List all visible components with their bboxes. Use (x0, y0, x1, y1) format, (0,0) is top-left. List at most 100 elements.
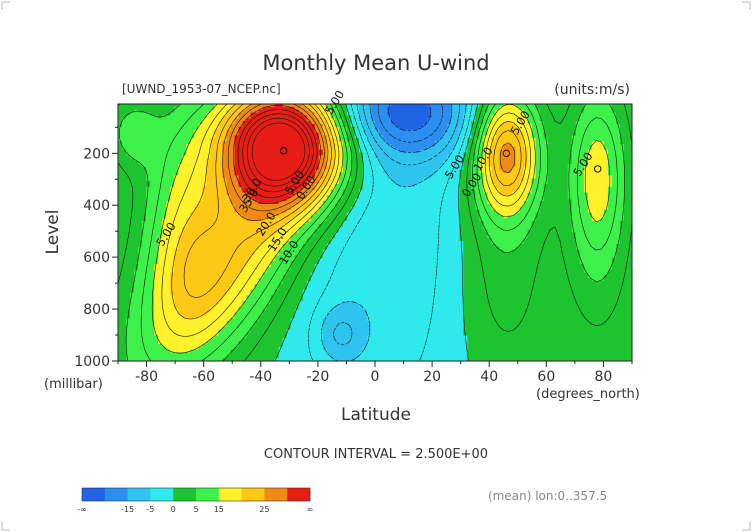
heatmap-cell (278, 163, 284, 168)
heatmap-cell (242, 201, 247, 205)
heatmap-cell (555, 126, 561, 131)
heatmap-cell (419, 183, 424, 188)
heatmap-cell (182, 141, 187, 145)
heatmap-cell (531, 129, 537, 133)
heatmap-cell (547, 149, 553, 153)
heatmap-cell (467, 192, 472, 196)
heatmap-cell (515, 152, 520, 156)
heatmap-cell (551, 112, 557, 116)
heatmap-cell (567, 195, 573, 199)
heatmap-cell (306, 183, 312, 188)
heatmap-cell (370, 201, 376, 205)
heatmap-cell (395, 169, 400, 173)
heatmap-cell (547, 201, 553, 205)
heatmap-cell (555, 192, 561, 196)
heatmap-cell (282, 169, 288, 173)
heatmap-cell (174, 158, 179, 162)
heatmap-cell (222, 172, 227, 176)
heatmap-cell (443, 143, 448, 148)
heatmap-cell (350, 195, 356, 199)
heatmap-cell (286, 209, 292, 213)
heatmap-cell (475, 192, 480, 196)
heatmap-cell (563, 109, 569, 113)
heatmap-cell (507, 175, 512, 179)
heatmap-cell (623, 175, 629, 179)
heatmap-cell (286, 201, 292, 205)
heatmap-cell (583, 161, 589, 165)
heatmap-cell (563, 118, 569, 122)
heatmap-cell (407, 169, 412, 173)
heatmap-cell (471, 203, 476, 208)
heatmap-cell (499, 149, 504, 153)
heatmap-cell (435, 169, 440, 173)
heatmap-cell (306, 104, 312, 108)
heatmap-cell (539, 209, 545, 213)
heatmap-cell (451, 129, 456, 133)
heatmap-cell (455, 149, 460, 153)
heatmap-cell (238, 104, 243, 108)
heatmap-cell (463, 166, 468, 171)
heatmap-cell (495, 121, 500, 125)
heatmap-cell (559, 212, 565, 216)
heatmap-cell (306, 181, 312, 185)
heatmap-cell (226, 206, 231, 211)
heatmap-cell (150, 175, 155, 179)
heatmap-cell (286, 186, 292, 191)
heatmap-cell (266, 172, 271, 176)
heatmap-cell (270, 178, 276, 182)
heatmap-cell (206, 163, 211, 168)
heatmap-cell (370, 166, 376, 171)
heatmap-cell (166, 212, 171, 216)
heatmap-cell (395, 155, 400, 159)
heatmap-cell (447, 189, 452, 193)
heatmap-cell (154, 118, 159, 122)
heatmap-cell (411, 212, 416, 216)
heatmap-cell (483, 106, 488, 111)
heatmap-cell (591, 155, 597, 159)
heatmap-cell (587, 201, 593, 205)
heatmap-cell (543, 201, 549, 205)
heatmap-cell (443, 106, 448, 111)
heatmap-cell (383, 172, 388, 176)
heatmap-cell (443, 181, 448, 185)
heatmap-cell (282, 129, 288, 133)
heatmap-cell (230, 203, 235, 208)
heatmap-cell (234, 109, 239, 113)
heatmap-cell (403, 129, 408, 133)
heatmap-cell (214, 141, 219, 145)
heatmap-cell (130, 178, 135, 182)
heatmap-cell (370, 109, 376, 113)
heatmap-cell (122, 106, 127, 111)
heatmap-cell (387, 186, 392, 191)
heatmap-cell (258, 138, 263, 142)
heatmap-cell (539, 166, 545, 171)
heatmap-cell (362, 118, 368, 122)
heatmap-cell (415, 198, 420, 202)
heatmap-cell (431, 161, 436, 165)
heatmap-cell (547, 155, 553, 159)
heatmap-cell (230, 152, 235, 156)
heatmap-cell (583, 212, 589, 216)
heatmap-cell (350, 192, 356, 196)
heatmap-cell (330, 163, 336, 168)
heatmap-cell (595, 149, 601, 153)
heatmap-cell (407, 189, 412, 193)
heatmap-cell (186, 138, 191, 142)
heatmap-cell (407, 192, 412, 196)
heatmap-cell (274, 126, 280, 131)
heatmap-cell (487, 189, 492, 193)
heatmap-cell (286, 158, 292, 162)
heatmap-cell (475, 106, 480, 111)
heatmap-cell (595, 192, 601, 196)
heatmap-cell (322, 126, 328, 131)
heatmap-cell (246, 189, 251, 193)
heatmap-cell (330, 112, 336, 116)
heatmap-cell (310, 118, 316, 122)
heatmap-cell (387, 203, 392, 208)
heatmap-cell (515, 175, 520, 179)
heatmap-cell (483, 178, 488, 182)
heatmap-cell (451, 192, 456, 196)
heatmap-cell (234, 123, 239, 128)
heatmap-cell (403, 123, 408, 128)
heatmap-cell (627, 198, 632, 202)
